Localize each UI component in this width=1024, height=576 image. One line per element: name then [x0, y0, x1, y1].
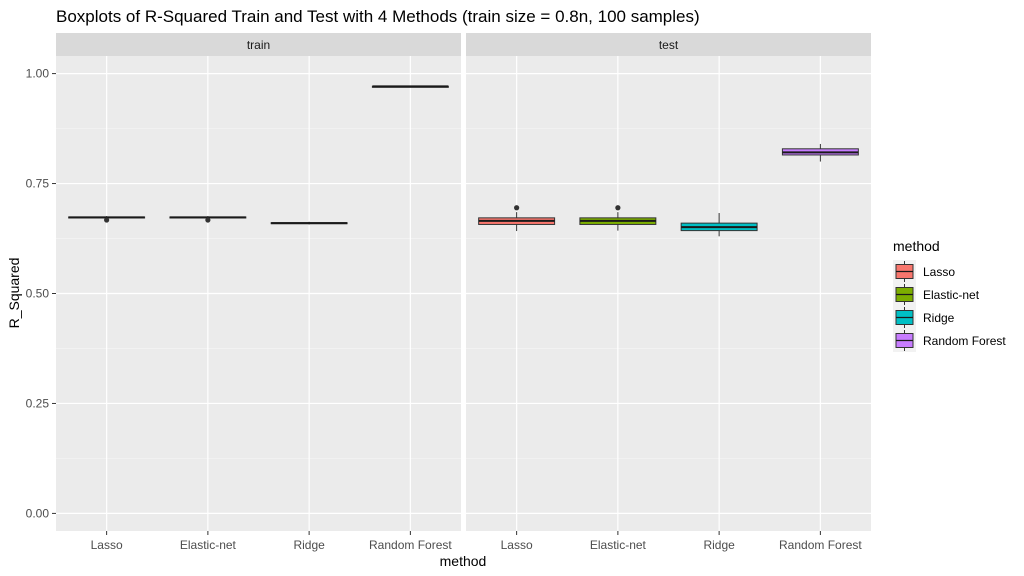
x-tick-label: Ridge: [703, 538, 735, 552]
x-tick-label: Ridge: [293, 538, 325, 552]
legend-items: Lasso Elastic-net Ridge Random Forest: [893, 260, 1006, 352]
panel-train: train Lasso Elastic-net Ridge Random Forest: [56, 33, 461, 552]
x-tick-label: Elastic-net: [180, 538, 237, 552]
y-tick-label: 1.00: [26, 67, 50, 81]
box-test-ridge: [680, 213, 758, 237]
legend-item-random-forest: Random Forest: [893, 329, 1006, 352]
strip-train: [56, 33, 461, 56]
strip-label-train: train: [247, 38, 270, 52]
x-tick-label: Random Forest: [779, 538, 862, 552]
y-tick-label: 0.00: [26, 506, 50, 520]
y-axis-title: R_Squared: [6, 258, 22, 329]
box-test-elastic-net: [579, 205, 657, 231]
box-test-lasso: [478, 205, 556, 232]
legend-title: method: [893, 238, 940, 254]
x-tick-label: Random Forest: [369, 538, 452, 552]
legend-label: Random Forest: [923, 334, 1006, 348]
chart-title: Boxplots of R-Squared Train and Test wit…: [56, 7, 700, 26]
outlier-point: [615, 205, 621, 211]
y-tick-label: 0.75: [26, 177, 50, 191]
outlier-point: [205, 217, 211, 223]
y-axis: 0.00 0.25 0.50 0.75 1.00: [26, 67, 56, 520]
outlier-point: [104, 217, 110, 223]
legend-label: Ridge: [923, 311, 955, 325]
x-axis-title: method: [440, 553, 487, 569]
box-test-random-forest: [781, 143, 859, 162]
panel-test: test Lasso Elastic-net Ridge Random Forest: [466, 33, 871, 552]
y-tick-label: 0.50: [26, 287, 50, 301]
y-tick-label: 0.25: [26, 396, 50, 410]
box-train-elastic-net: [169, 216, 247, 223]
legend-label: Elastic-net: [923, 288, 980, 302]
box-train-random-forest: [371, 85, 449, 88]
legend: method Lasso Elastic-net Ridge Random Fores…: [893, 238, 1006, 352]
x-tick-label: Lasso: [501, 538, 533, 552]
strip-test: [466, 33, 871, 56]
x-tick-label: Elastic-net: [590, 538, 647, 552]
legend-item-ridge: Ridge: [893, 306, 955, 329]
x-tick-label: Lasso: [91, 538, 123, 552]
box-train-ridge: [270, 221, 348, 225]
legend-item-elastic-net: Elastic-net: [893, 283, 980, 306]
legend-label: Lasso: [923, 265, 955, 279]
strip-label-test: test: [659, 38, 679, 52]
outlier-point: [514, 205, 520, 211]
box-train-lasso: [68, 216, 146, 223]
legend-item-lasso: Lasso: [893, 260, 955, 283]
